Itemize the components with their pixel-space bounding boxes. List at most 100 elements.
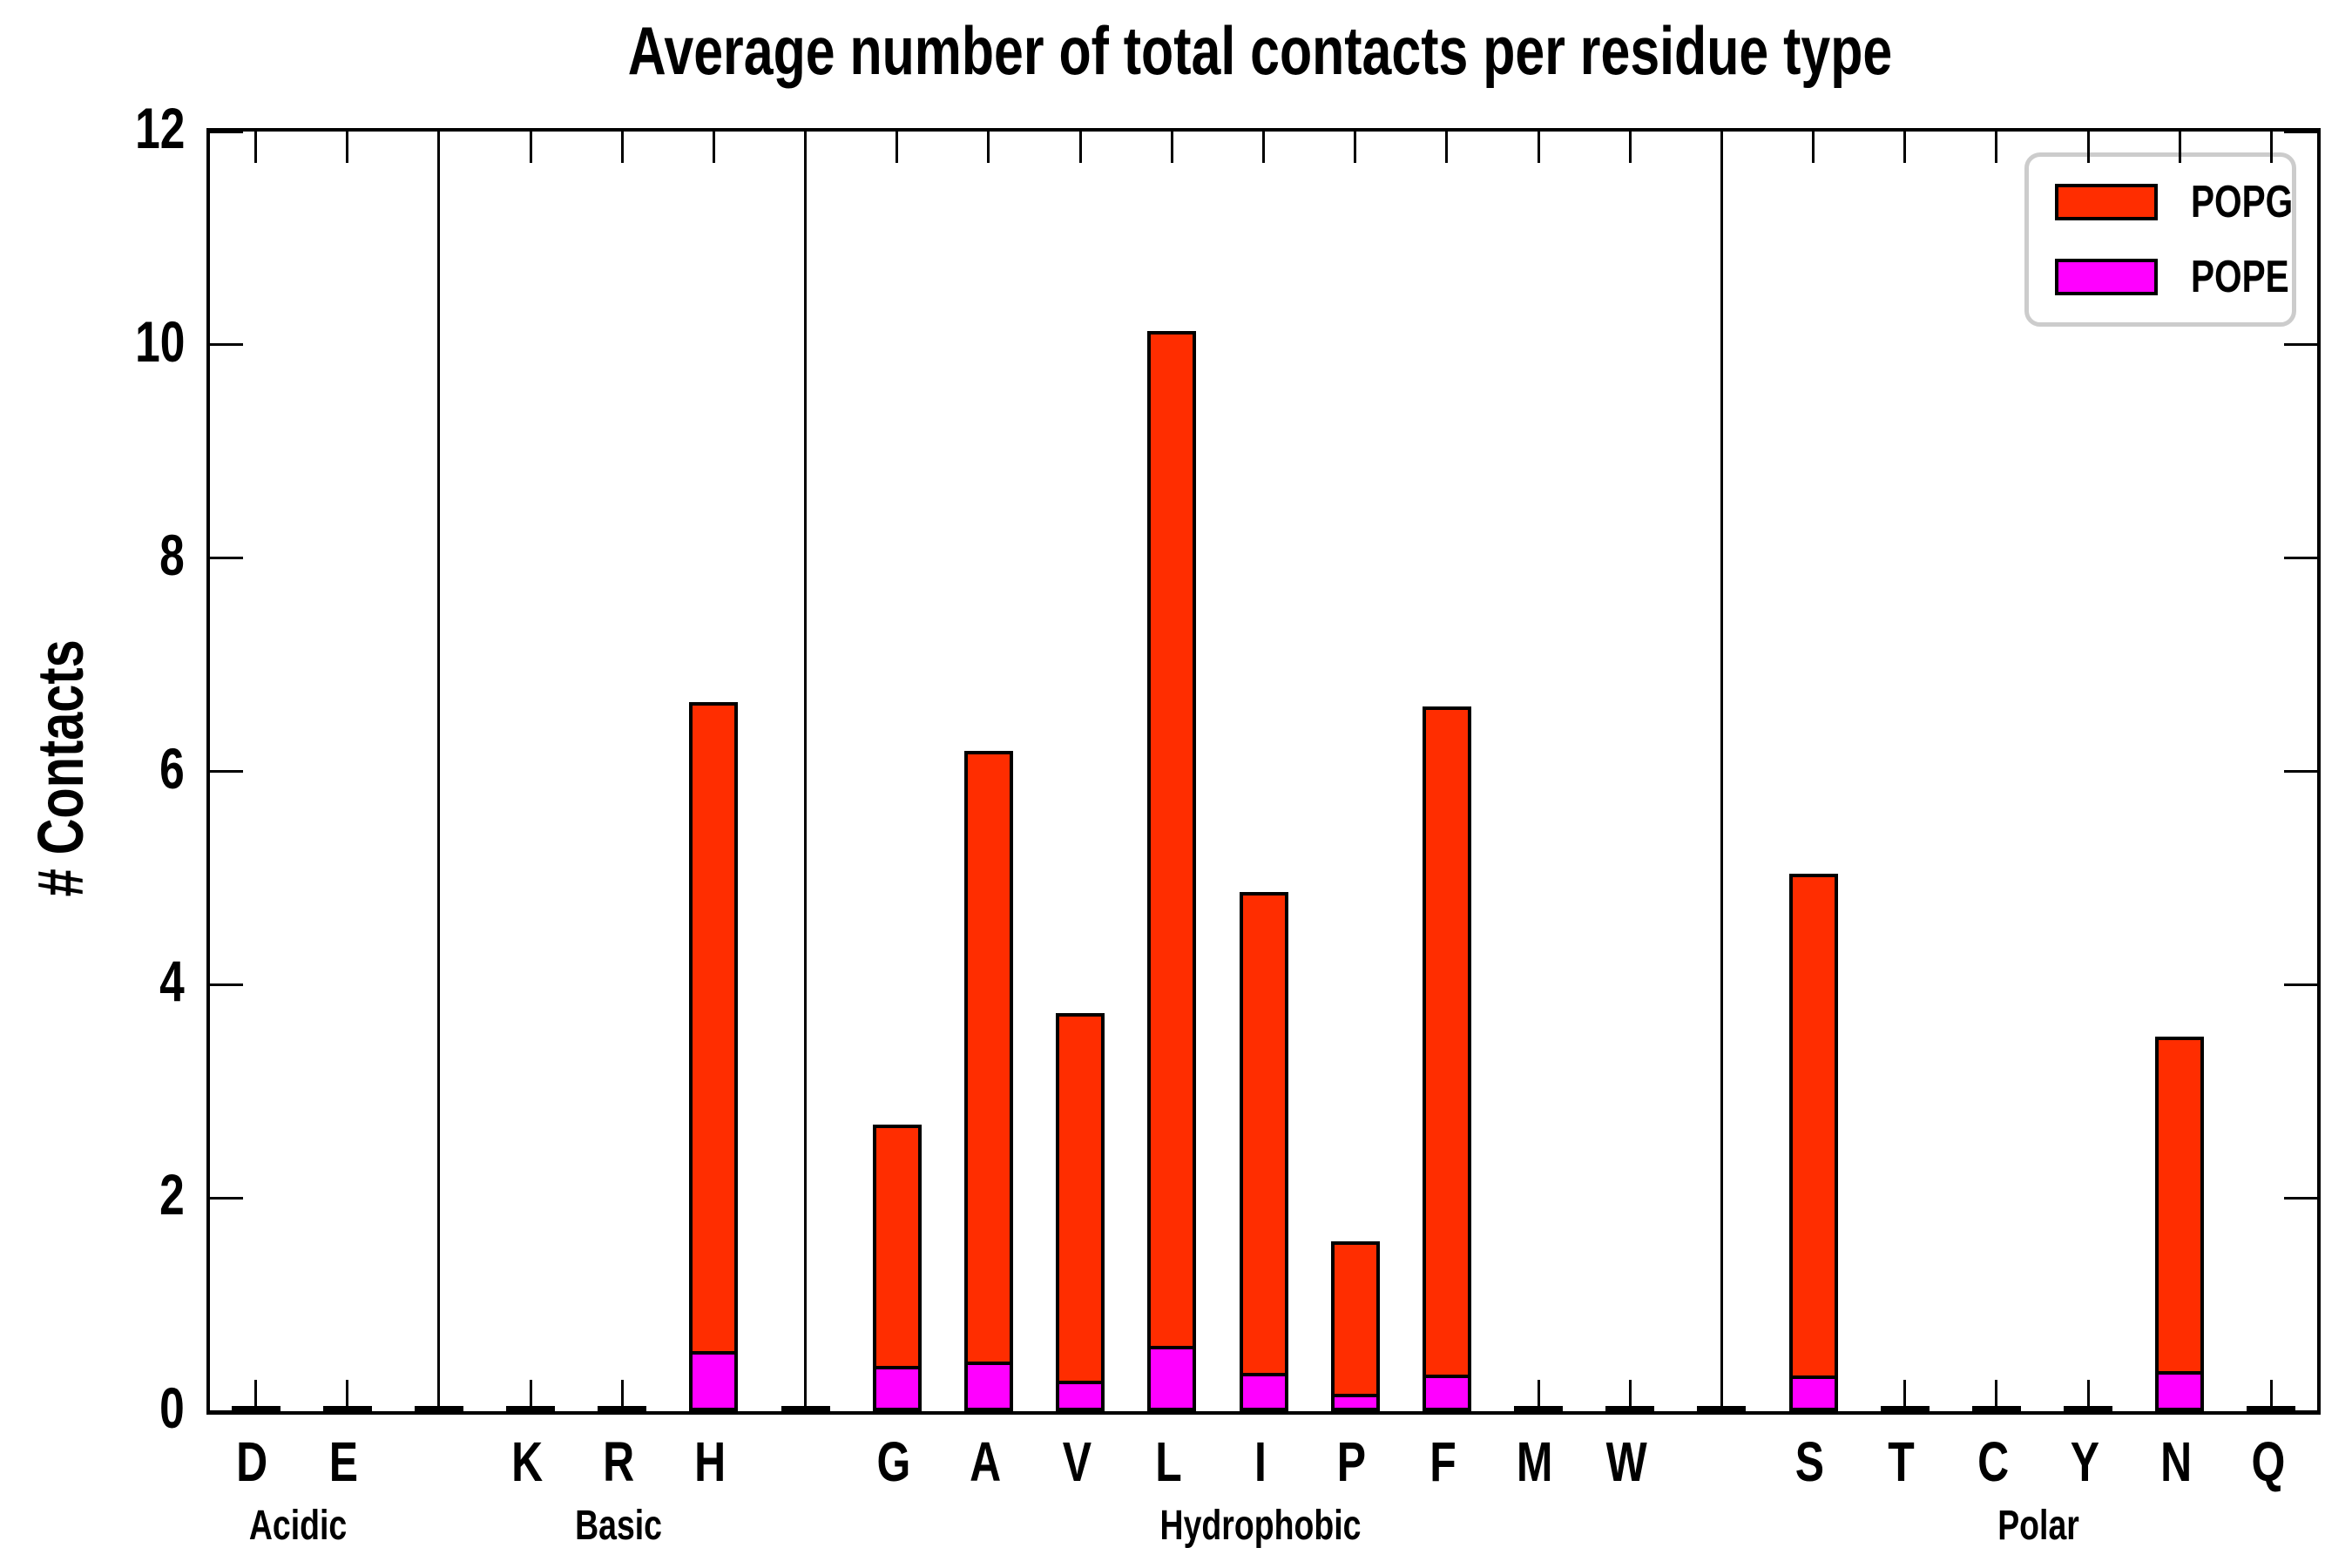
y-tick — [210, 1409, 243, 1413]
x-tick-top — [529, 132, 532, 163]
y-tick-label-12: 12 — [37, 99, 185, 157]
y-tick — [210, 1196, 243, 1200]
bar-N-popg — [2155, 1037, 2205, 1375]
bar-V-popg — [1056, 1013, 1105, 1385]
x-tick-top — [1078, 132, 1082, 163]
x-tick-top — [2178, 132, 2181, 163]
y-tick-right — [2284, 557, 2317, 560]
x-tick-top — [1812, 132, 1815, 163]
x-tick-label-C: C — [1923, 1434, 2063, 1490]
y-tick — [210, 130, 243, 133]
x-tick-label-H: H — [640, 1434, 780, 1490]
bar-A-popg — [963, 751, 1013, 1366]
x-tick-top — [1537, 132, 1540, 163]
bar-G-popg — [872, 1124, 922, 1370]
x-tick-label-L: L — [1098, 1434, 1238, 1490]
x-tick-label-M: M — [1465, 1434, 1605, 1490]
x-tick — [1537, 1380, 1540, 1411]
x-tick-label-P: P — [1282, 1434, 1422, 1490]
x-tick — [2269, 1380, 2273, 1411]
bar-S-popg — [1788, 874, 1838, 1380]
x-tick-label-text: I — [1254, 1430, 1267, 1493]
bar-F-pope — [1422, 1378, 1471, 1411]
group-divider — [437, 132, 441, 1411]
x-tick-top — [620, 132, 624, 163]
x-tick-label-E: E — [274, 1434, 414, 1490]
bar-T — [1880, 1406, 1930, 1411]
x-tick-label-T: T — [1832, 1434, 1971, 1490]
group-divider — [1720, 132, 1723, 1411]
x-tick-label-I: I — [1191, 1434, 1330, 1490]
y-tick-label-text: 2 — [159, 1162, 185, 1227]
y-tick-label-4: 4 — [37, 952, 185, 1010]
x-tick-label-text: S — [1794, 1430, 1825, 1493]
x-tick-label-D: D — [183, 1434, 322, 1490]
divider-base-bar — [414, 1406, 463, 1411]
bar-S-pope — [1788, 1379, 1838, 1411]
x-tick-label-text: F — [1429, 1430, 1457, 1493]
y-tick-right — [2284, 1409, 2317, 1413]
x-tick-label-G: G — [824, 1434, 963, 1490]
legend-swatch-pope — [2055, 259, 2158, 295]
x-tick-label-Q: Q — [2198, 1434, 2337, 1490]
bar-W — [1605, 1406, 1655, 1411]
y-tick-label-text: 6 — [159, 735, 185, 801]
y-tick — [210, 983, 243, 986]
x-tick-top — [254, 132, 258, 163]
bar-L-popg — [1147, 330, 1197, 1349]
bar-V-pope — [1056, 1384, 1105, 1411]
x-tick — [529, 1380, 532, 1411]
divider-base-bar — [781, 1406, 830, 1411]
x-tick-top — [2086, 132, 2090, 163]
y-tick-label-text: 8 — [159, 522, 185, 587]
group-label-hydrophobic: Hydrophobic — [1060, 1505, 1461, 1547]
x-tick-label-Y: Y — [2015, 1434, 2154, 1490]
x-tick-label-text: N — [2160, 1430, 2193, 1493]
x-tick-label-V: V — [1007, 1434, 1146, 1490]
x-tick-top — [2269, 132, 2273, 163]
y-tick-label-text: 0 — [159, 1375, 185, 1440]
legend-label-pope: POPE — [2191, 252, 2289, 302]
legend-swatch-popg — [2055, 184, 2158, 220]
group-label-text: Acidic — [248, 1503, 348, 1549]
x-tick-label-N: N — [2106, 1434, 2246, 1490]
legend: POPG POPE — [2024, 152, 2296, 327]
bar-C — [1971, 1406, 2021, 1411]
x-tick-label-text: R — [603, 1430, 635, 1493]
y-tick-right — [2284, 983, 2317, 986]
group-label-acidic: Acidic — [98, 1505, 498, 1547]
x-tick-top — [1445, 132, 1449, 163]
bar-N-pope — [2155, 1375, 2205, 1411]
bar-H-popg — [689, 701, 739, 1355]
y-tick-label-0: 0 — [37, 1379, 185, 1436]
y-tick-label-10: 10 — [37, 313, 185, 370]
bar-H-pope — [689, 1355, 739, 1411]
chart-title: Average number of total contacts per res… — [206, 7, 2314, 94]
x-tick-top — [1995, 132, 1998, 163]
x-tick-top — [1628, 132, 1632, 163]
y-tick-label-2: 2 — [37, 1166, 185, 1223]
x-tick — [2086, 1380, 2090, 1411]
y-tick-right — [2284, 770, 2317, 773]
x-tick — [1628, 1380, 1632, 1411]
x-tick — [346, 1380, 349, 1411]
x-tick-top — [1262, 132, 1265, 163]
x-tick-top — [896, 132, 899, 163]
x-tick-label-text: Y — [2070, 1430, 2099, 1493]
x-tick-label-F: F — [1374, 1434, 1513, 1490]
x-tick-label-text: W — [1605, 1430, 1647, 1493]
x-tick-label-text: M — [1517, 1430, 1553, 1493]
divider-base-bar — [1697, 1406, 1747, 1411]
x-tick-top — [1903, 132, 1907, 163]
group-label-text: Hydrophobic — [1159, 1503, 1361, 1549]
x-tick-label-text: T — [1888, 1430, 1915, 1493]
x-tick-label-S: S — [1740, 1434, 1880, 1490]
legend-label-popg: POPG — [2191, 177, 2294, 227]
bar-D — [231, 1406, 280, 1411]
x-tick-label-A: A — [916, 1434, 1055, 1490]
x-tick — [254, 1380, 258, 1411]
bar-R — [598, 1406, 647, 1411]
bar-L-pope — [1147, 1349, 1197, 1411]
y-tick-label-text: 10 — [134, 308, 185, 374]
x-tick-label-text: D — [236, 1430, 268, 1493]
